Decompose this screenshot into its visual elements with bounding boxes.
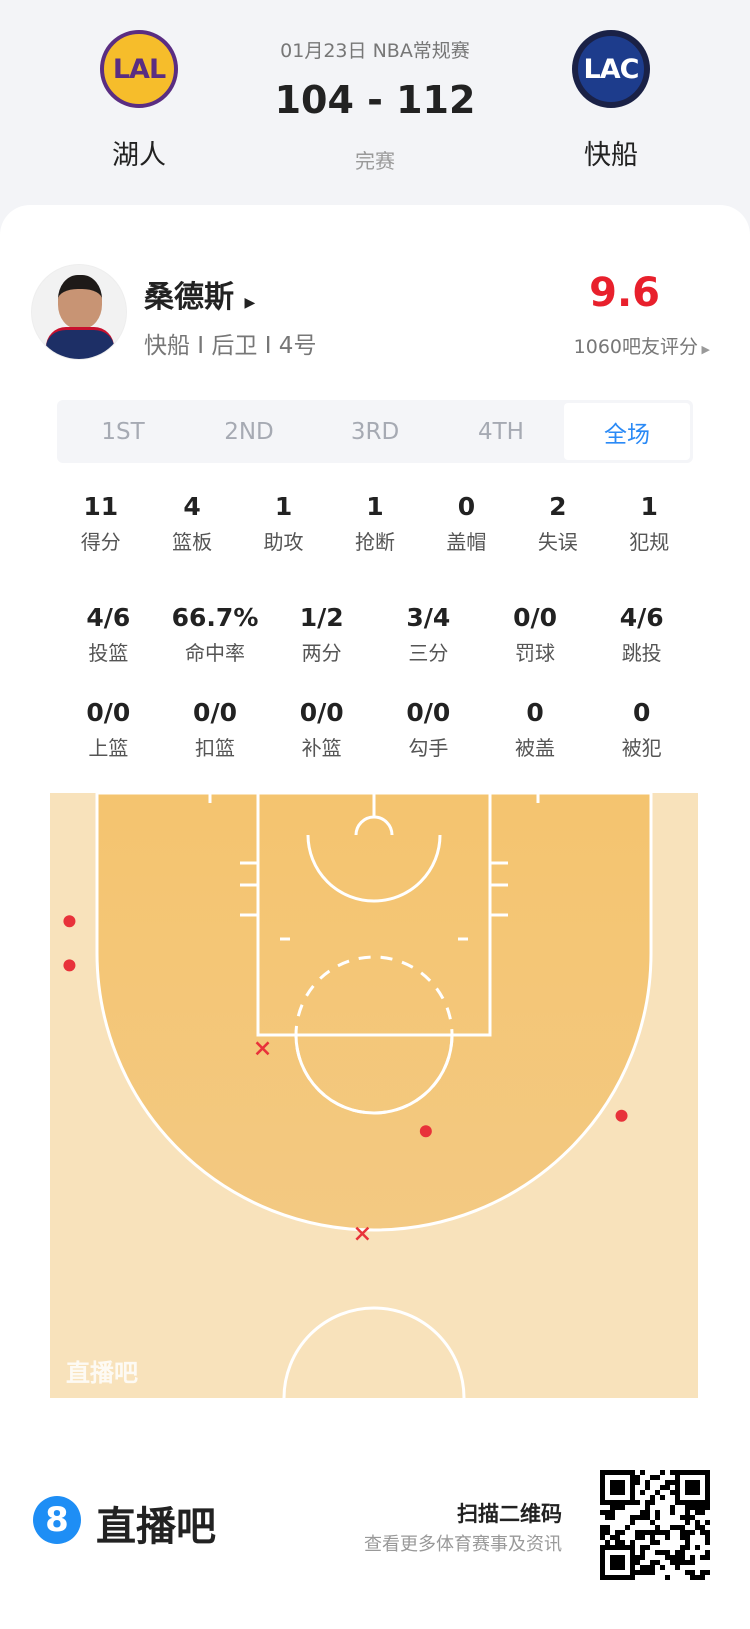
period-tabs: 1ST 2ND 3RD 4TH 全场 xyxy=(57,400,693,463)
stat-value: 66.7% xyxy=(171,603,259,632)
stats-row: 11 得分 4 篮板 1 助攻 1 抢断 0 盖帽 2 失误 1 犯规 xyxy=(55,492,695,555)
shot-chart: 直播吧 xyxy=(50,793,698,1398)
stat-cell: 0 被犯 xyxy=(588,698,695,761)
court-watermark: 直播吧 xyxy=(66,1359,138,1387)
match-status: 完赛 xyxy=(355,149,395,173)
home-team-name[interactable]: 湖人 xyxy=(112,140,166,171)
footer-description: 查看更多体育赛事及资讯 xyxy=(364,1534,562,1555)
stat-label: 被盖 xyxy=(515,736,556,760)
stat-label: 上篮 xyxy=(88,736,129,760)
stat-cell: 66.7% 命中率 xyxy=(162,603,269,666)
stat-label: 跳投 xyxy=(621,641,662,665)
stat-label: 命中率 xyxy=(185,641,245,665)
stat-label: 三分 xyxy=(408,641,449,665)
missed-shot xyxy=(255,1041,270,1056)
stat-cell: 4 篮板 xyxy=(146,492,237,555)
stat-label: 篮板 xyxy=(172,530,213,554)
stat-label: 补篮 xyxy=(301,736,342,760)
stat-label: 助攻 xyxy=(263,530,304,554)
stat-cell: 0/0 补篮 xyxy=(268,698,375,761)
made-shot xyxy=(419,1125,432,1138)
stat-cell: 0/0 勾手 xyxy=(375,698,482,761)
stat-value: 3/4 xyxy=(406,603,451,632)
stat-cell: 0/0 扣篮 xyxy=(162,698,269,761)
missed-shot xyxy=(355,1226,370,1241)
stat-value: 2 xyxy=(549,492,567,521)
stat-cell: 1/2 两分 xyxy=(268,603,375,666)
stat-value: 1 xyxy=(640,492,658,521)
tab-2nd[interactable]: 2ND xyxy=(224,418,274,445)
clippers-logo[interactable]: LAC xyxy=(572,30,650,108)
lakers-logo[interactable]: LAL xyxy=(100,30,178,108)
stat-cell: 0 盖帽 xyxy=(421,492,512,555)
stat-value: 4 xyxy=(183,492,201,521)
scan-qr-label: 扫描二维码 xyxy=(457,1502,562,1526)
stat-label: 抢断 xyxy=(354,530,395,554)
stat-cell: 0 被盖 xyxy=(482,698,589,761)
stat-value: 4/6 xyxy=(619,603,664,632)
stat-value: 0 xyxy=(526,698,544,727)
stat-value: 4/6 xyxy=(86,603,131,632)
brand-logo-icon: 8 xyxy=(33,1496,81,1544)
stat-label: 犯规 xyxy=(629,530,670,554)
rating-count-link[interactable]: 1060吧友评分 ▶ xyxy=(573,336,710,358)
player-info: 快船 I 后卫 I 4号 xyxy=(144,333,317,359)
stat-value: 0/0 xyxy=(86,698,131,727)
stat-value: 0/0 xyxy=(406,698,451,727)
three-point-line xyxy=(95,793,653,1232)
stat-cell: 1 助攻 xyxy=(238,492,329,555)
stat-value: 0/0 xyxy=(193,698,237,727)
player-avatar[interactable] xyxy=(31,264,127,360)
paint xyxy=(256,793,492,1037)
center-circle xyxy=(282,1306,466,1398)
tab-full-game[interactable]: 全场 xyxy=(564,403,690,460)
stat-cell: 4/6 投篮 xyxy=(55,603,162,666)
stat-cell: 4/6 跳投 xyxy=(588,603,695,666)
made-shot xyxy=(615,1109,628,1122)
away-team-name[interactable]: 快船 xyxy=(584,140,638,171)
arrow-right-icon: ▶ xyxy=(698,343,710,356)
player-rating: 9.6 xyxy=(589,270,660,316)
stat-cell: 0/0 罚球 xyxy=(482,603,589,666)
stat-value: 0/0 xyxy=(299,698,344,727)
stat-value: 0/0 xyxy=(513,603,557,632)
stats-row: 0/0 上篮 0/0 扣篮 0/0 补篮 0/0 勾手 0 被盖 0 被犯 xyxy=(55,698,695,761)
stat-cell: 1 犯规 xyxy=(604,492,695,555)
stat-label: 罚球 xyxy=(515,641,556,665)
hoop xyxy=(354,815,394,836)
made-shot xyxy=(63,915,76,928)
match-score: 104 - 112 xyxy=(274,78,476,122)
stat-label: 两分 xyxy=(301,641,342,665)
stat-label: 勾手 xyxy=(408,736,449,760)
stat-value: 0 xyxy=(457,492,476,521)
tab-1st[interactable]: 1ST xyxy=(101,418,145,445)
tab-4th[interactable]: 4TH xyxy=(478,418,524,445)
stat-cell: 3/4 三分 xyxy=(375,603,482,666)
stats-row: 4/6 投篮 66.7% 命中率 1/2 两分 3/4 三分 0/0 罚球 4/6 跳投 xyxy=(55,603,695,666)
stat-cell: 2 失误 xyxy=(512,492,603,555)
stat-value: 0 xyxy=(632,698,651,727)
player-name[interactable]: 桑德斯 ▶ xyxy=(144,280,256,315)
stat-label: 投篮 xyxy=(88,641,129,665)
stat-label: 失误 xyxy=(537,530,578,554)
tab-3rd[interactable]: 3RD xyxy=(350,418,400,445)
match-date-league: 01月23日 NBA常规赛 xyxy=(280,40,470,62)
stat-value: 1 xyxy=(366,492,384,521)
stat-value: 1 xyxy=(274,492,293,521)
brand-name: 直播吧 xyxy=(96,1504,216,1550)
qr-code xyxy=(600,1470,710,1580)
arrow-right-icon: ▶ xyxy=(244,295,256,311)
stat-cell: 1 抢断 xyxy=(329,492,420,555)
made-shot xyxy=(63,959,76,972)
stat-label: 扣篮 xyxy=(195,736,235,760)
stat-cell: 11 得分 xyxy=(55,492,146,555)
stat-cell: 0/0 上篮 xyxy=(55,698,162,761)
restricted-area xyxy=(306,834,442,903)
stat-label: 盖帽 xyxy=(446,530,487,554)
stat-value: 11 xyxy=(83,492,119,521)
stat-value: 1/2 xyxy=(299,603,344,632)
stat-label: 得分 xyxy=(80,530,121,554)
stat-label: 被犯 xyxy=(621,736,662,760)
